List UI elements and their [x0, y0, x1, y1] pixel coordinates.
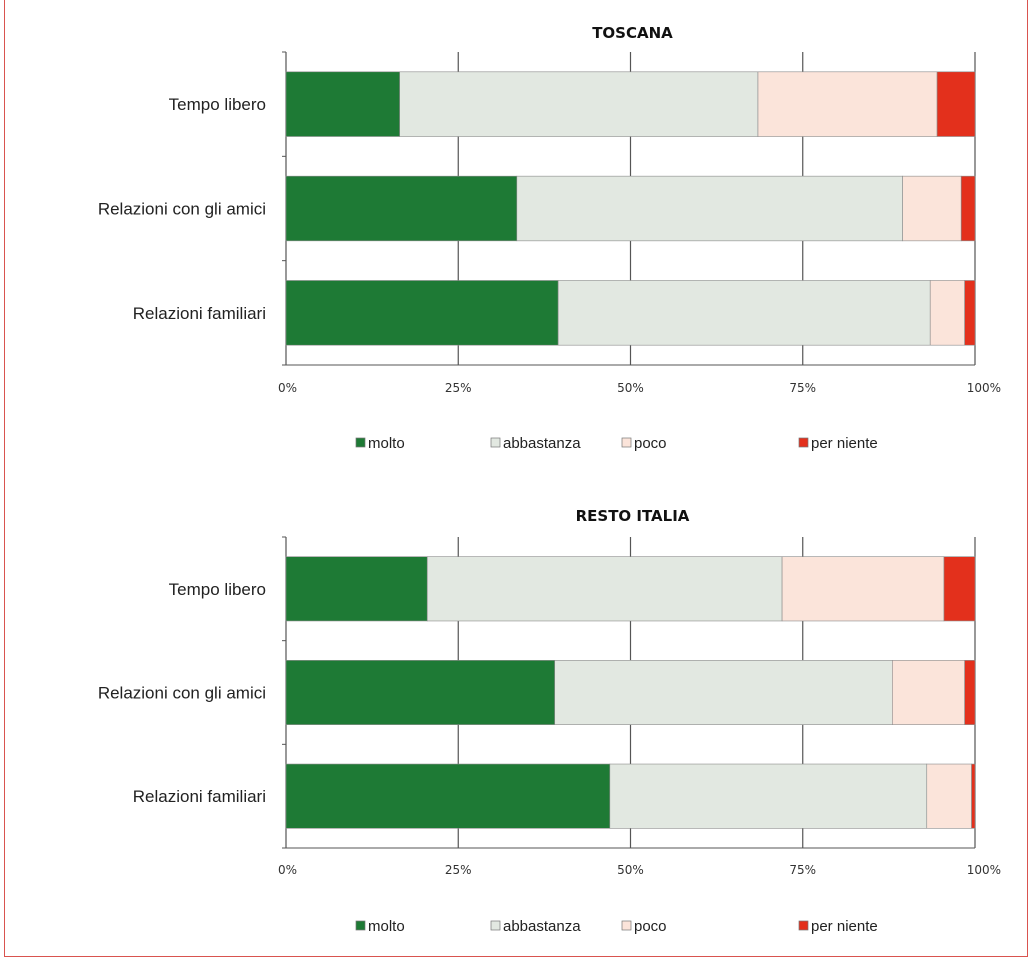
bar-molto: [285, 71, 400, 137]
bar-abbastanza: [557, 280, 931, 346]
chart-frame: [4, 0, 1028, 957]
legend-swatch-abbastanza: [490, 920, 501, 931]
x-tick-label: 50%: [617, 863, 644, 877]
bar-molto: [285, 556, 428, 622]
bar-per-niente: [936, 71, 976, 137]
legend-label: abbastanza: [503, 918, 581, 935]
legend-label: molto: [368, 918, 405, 935]
legend-swatch-per-niente: [798, 437, 809, 448]
chart-title: RESTO ITALIA: [576, 507, 690, 525]
x-tick-label: 50%: [617, 381, 644, 395]
chart-title: TOSCANA: [592, 24, 673, 42]
bar-poco: [892, 660, 965, 725]
x-tick-label: 75%: [789, 381, 816, 395]
bar-poco: [926, 763, 972, 829]
x-tick-label: 0%: [278, 381, 297, 395]
bar-abbastanza: [399, 71, 759, 137]
bar-poco: [902, 175, 962, 242]
category-label: Tempo libero: [169, 95, 266, 114]
category-label: Relazioni familiari: [133, 787, 266, 806]
bar-poco: [781, 556, 945, 622]
bar-per-niente: [943, 556, 976, 622]
bar-per-niente: [960, 175, 976, 242]
legend-label: per niente: [811, 918, 878, 935]
legend-swatch-per-niente: [798, 920, 809, 931]
legend-label: abbastanza: [503, 435, 581, 452]
bar-poco: [929, 280, 965, 346]
bar-molto: [285, 280, 559, 346]
legend-swatch-molto: [355, 437, 366, 448]
bar-per-niente: [971, 763, 976, 829]
category-label: Relazioni con gli amici: [98, 684, 266, 703]
bar-molto: [285, 660, 556, 725]
bar-molto: [285, 175, 518, 242]
legend-swatch-poco: [621, 437, 632, 448]
x-tick-label: 75%: [789, 863, 816, 877]
legend-label: poco: [634, 918, 667, 935]
category-label: Relazioni con gli amici: [98, 200, 266, 219]
legend-swatch-abbastanza: [490, 437, 501, 448]
x-tick-label: 100%: [967, 381, 1001, 395]
bar-poco: [757, 71, 938, 137]
x-tick-label: 25%: [445, 863, 472, 877]
category-label: Relazioni familiari: [133, 304, 266, 323]
category-label: Tempo libero: [169, 580, 266, 599]
x-tick-label: 25%: [445, 381, 472, 395]
bar-abbastanza: [516, 175, 903, 242]
x-tick-label: 0%: [278, 863, 297, 877]
bar-abbastanza: [554, 660, 893, 725]
legend-swatch-poco: [621, 920, 632, 931]
bar-per-niente: [964, 660, 976, 725]
bar-abbastanza: [609, 763, 928, 829]
bar-abbastanza: [426, 556, 783, 622]
x-tick-label: 100%: [967, 863, 1001, 877]
legend-label: molto: [368, 435, 405, 452]
bar-per-niente: [964, 280, 976, 346]
legend-label: poco: [634, 435, 667, 452]
legend-label: per niente: [811, 435, 878, 452]
legend-swatch-molto: [355, 920, 366, 931]
bar-molto: [285, 763, 611, 829]
